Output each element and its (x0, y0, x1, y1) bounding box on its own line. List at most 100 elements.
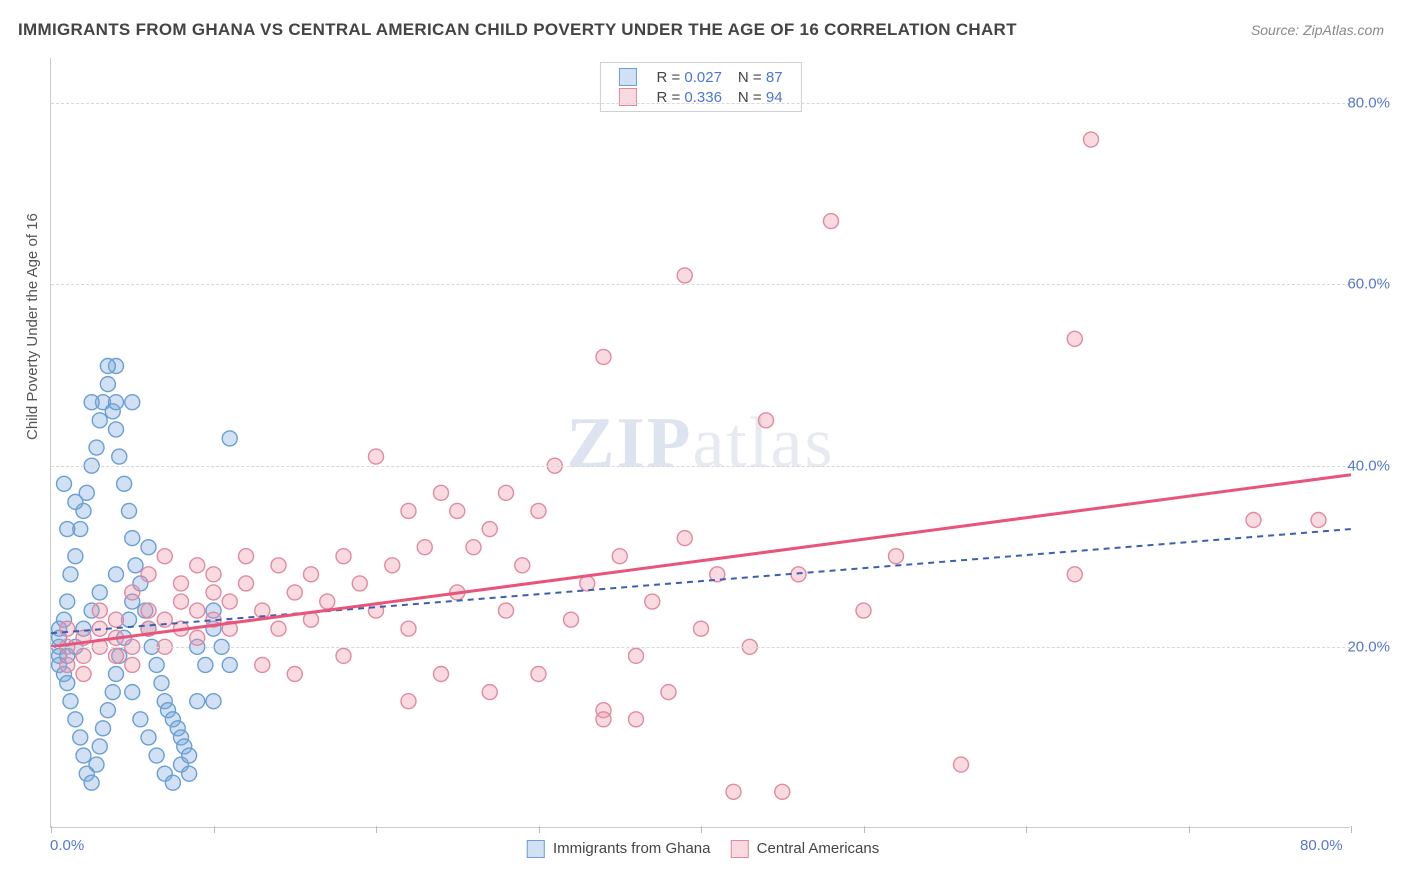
data-point (287, 667, 302, 682)
data-point (661, 685, 676, 700)
data-point (122, 503, 137, 518)
data-point (239, 576, 254, 591)
data-point (401, 694, 416, 709)
data-point (694, 621, 709, 636)
data-point (1311, 513, 1326, 528)
data-point (89, 440, 104, 455)
data-point (182, 748, 197, 763)
data-point (109, 567, 124, 582)
data-point (60, 657, 75, 672)
y-axis-label: Child Poverty Under the Age of 16 (24, 213, 41, 440)
data-point (1067, 567, 1082, 582)
data-point (239, 549, 254, 564)
data-point (596, 349, 611, 364)
data-point (482, 685, 497, 700)
data-point (222, 657, 237, 672)
data-point (125, 585, 140, 600)
data-point (125, 685, 140, 700)
swatch-series1-icon (527, 840, 545, 858)
data-point (182, 766, 197, 781)
data-point (73, 730, 88, 745)
data-point (84, 395, 99, 410)
data-point (304, 567, 319, 582)
data-point (190, 694, 205, 709)
data-point (369, 449, 384, 464)
y-tick-label: 80.0% (1347, 95, 1390, 112)
data-point (1246, 513, 1261, 528)
data-point (564, 612, 579, 627)
data-point (596, 712, 611, 727)
data-point (100, 703, 115, 718)
data-point (112, 449, 127, 464)
data-point (76, 667, 91, 682)
data-point (824, 214, 839, 229)
data-point (385, 558, 400, 573)
data-point (287, 585, 302, 600)
data-point (63, 567, 78, 582)
data-point (271, 621, 286, 636)
data-point (499, 485, 514, 500)
data-point (531, 503, 546, 518)
data-point (401, 503, 416, 518)
data-point (271, 558, 286, 573)
data-point (109, 422, 124, 437)
data-point (92, 585, 107, 600)
legend-label-series2: Central Americans (757, 840, 880, 857)
data-point (92, 739, 107, 754)
data-point (133, 712, 148, 727)
y-tick-label: 60.0% (1347, 276, 1390, 293)
data-point (60, 522, 75, 537)
data-point (580, 576, 595, 591)
legend-bottom: Immigrants from Ghana Central Americans (527, 840, 879, 858)
data-point (109, 395, 124, 410)
data-point (63, 694, 78, 709)
y-tick-label: 20.0% (1347, 638, 1390, 655)
data-point (629, 648, 644, 663)
data-point (68, 494, 83, 509)
x-tick-label: 80.0% (1300, 837, 1343, 854)
data-point (336, 648, 351, 663)
data-point (174, 594, 189, 609)
data-point (434, 667, 449, 682)
data-point (117, 476, 132, 491)
data-point (125, 531, 140, 546)
data-point (629, 712, 644, 727)
data-point (68, 549, 83, 564)
data-point (889, 549, 904, 564)
data-point (125, 657, 140, 672)
legend-label-series1: Immigrants from Ghana (553, 840, 711, 857)
data-point (165, 775, 180, 790)
data-point (89, 757, 104, 772)
data-point (417, 540, 432, 555)
y-tick-label: 40.0% (1347, 457, 1390, 474)
data-point (775, 784, 790, 799)
x-tick-label: 0.0% (50, 837, 84, 854)
swatch-series2-icon (731, 840, 749, 858)
data-point (726, 784, 741, 799)
data-point (190, 630, 205, 645)
data-point (1084, 132, 1099, 147)
data-point (198, 657, 213, 672)
data-point (109, 648, 124, 663)
data-point (336, 549, 351, 564)
data-point (96, 721, 111, 736)
plot-area: ZIPatlas R = 0.027 N = 87 R = 0.336 N = … (50, 58, 1350, 828)
data-point (206, 585, 221, 600)
data-point (190, 603, 205, 618)
data-point (677, 268, 692, 283)
data-point (105, 685, 120, 700)
data-point (466, 540, 481, 555)
data-point (206, 694, 221, 709)
data-point (206, 567, 221, 582)
data-point (92, 413, 107, 428)
data-point (157, 549, 172, 564)
data-point (60, 594, 75, 609)
data-point (141, 540, 156, 555)
data-point (450, 503, 465, 518)
data-point (141, 567, 156, 582)
source-attribution: Source: ZipAtlas.com (1251, 22, 1384, 38)
data-point (154, 676, 169, 691)
data-point (856, 603, 871, 618)
data-point (482, 522, 497, 537)
data-point (128, 558, 143, 573)
